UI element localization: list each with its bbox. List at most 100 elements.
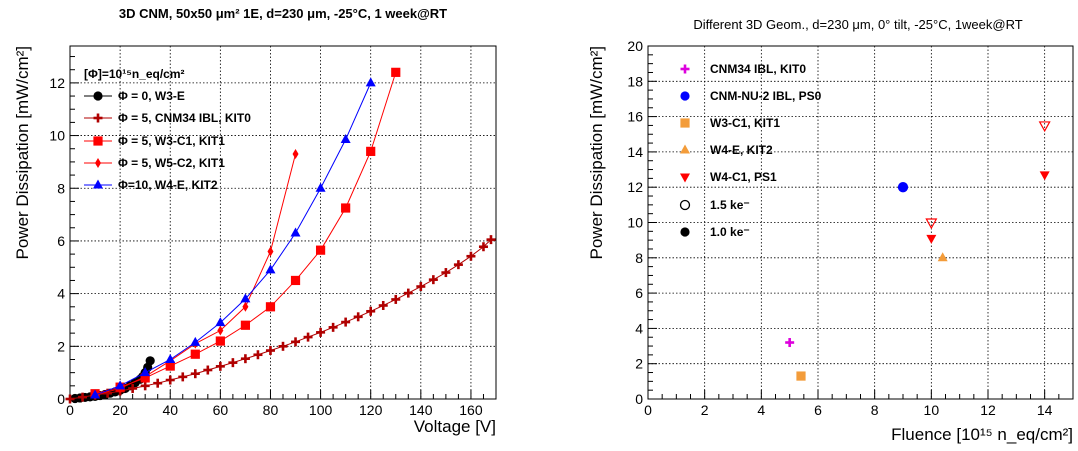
left-legend: [Φ]=10¹⁵n_eq/cm² Φ = 0, W3-E Φ = 5, CNM34 …: [84, 67, 251, 192]
data-point: [128, 383, 138, 393]
data-point: [466, 251, 476, 261]
data-point: [217, 325, 224, 336]
x-tick-label: 14: [1037, 402, 1053, 418]
x-tick-label: 10: [924, 402, 940, 418]
data-point: [190, 349, 200, 359]
data-point: [366, 146, 376, 156]
data-point: [391, 294, 401, 304]
left-chart-title: 3D CNM, 50x50 μm² 1E, d=230 μm, -25°C, 1…: [119, 6, 447, 21]
series-4: [926, 171, 1050, 244]
legend-swatch-marker: [680, 118, 690, 128]
data-point: [90, 389, 101, 399]
data-point: [340, 134, 351, 144]
data-point: [926, 234, 937, 244]
legend-swatch-marker: [680, 227, 690, 237]
y-tick-label: 10: [49, 128, 65, 144]
x-tick-label: 120: [359, 402, 383, 418]
data-point: [190, 336, 201, 346]
x-tick-label: 2: [701, 402, 709, 418]
series-line: [69, 239, 492, 400]
x-tick-label: 20: [112, 402, 128, 418]
data-point: [315, 182, 326, 192]
data-point: [366, 306, 376, 316]
data-point: [215, 361, 225, 371]
data-point: [165, 361, 175, 371]
x-tick-label: 8: [871, 402, 879, 418]
legend-label: CNM34 IBL, KIT0: [710, 62, 806, 76]
legend-swatch-marker: [680, 144, 690, 154]
data-point: [165, 375, 175, 385]
data-point: [153, 378, 163, 388]
data-point: [140, 367, 151, 377]
y-tick-label: 6: [635, 285, 643, 301]
data-point: [292, 149, 299, 160]
data-point: [353, 312, 363, 322]
data-point: [315, 245, 326, 255]
left-x-axis-label: Voltage [V]: [414, 417, 496, 436]
plot-grid: [70, 46, 496, 399]
legend-swatch-marker: [680, 64, 690, 74]
y-tick-label: 12: [49, 75, 65, 91]
data-point: [278, 341, 288, 351]
data-point: [391, 67, 401, 77]
y-tick-label: 0: [57, 391, 65, 407]
y-tick-label: 0: [635, 391, 643, 407]
data-point: [290, 227, 301, 237]
data-point: [228, 358, 238, 368]
data-point: [341, 203, 351, 213]
data-point: [242, 301, 249, 312]
data-point: [165, 353, 176, 363]
series-3: [937, 252, 948, 262]
data-point: [265, 264, 276, 274]
legend-label: Φ = 0, W3-E: [118, 89, 185, 103]
right-y-axis-label: Power Dissipation [mW/cm²]: [587, 46, 606, 259]
data-point: [428, 275, 438, 285]
legend-label: 1.5 ke⁻: [710, 198, 750, 212]
right-chart-title: Different 3D Geom., d=230 μm, 0° tilt, -…: [693, 17, 1022, 32]
data-point: [453, 260, 463, 270]
data-point: [403, 288, 413, 298]
data-point: [115, 380, 126, 390]
data-point: [378, 300, 388, 310]
data-point-open: [925, 218, 938, 230]
data-point: [78, 392, 88, 402]
data-point: [328, 322, 338, 332]
legend-swatch-marker: [680, 91, 690, 101]
legend-swatch-marker: [680, 173, 690, 183]
series-line: [94, 82, 372, 396]
legend-label: W3-C1, KIT1: [710, 116, 780, 130]
x-tick-label: 60: [213, 402, 229, 418]
y-tick-label: 6: [57, 233, 65, 249]
data-point: [190, 369, 200, 379]
data-point: [65, 394, 75, 404]
data-point: [898, 182, 908, 192]
data-point: [215, 336, 225, 346]
plot-grid: [648, 45, 1073, 399]
legend-label: Φ = 5, CNM34 IBL, KIT0: [118, 111, 251, 125]
data-point-open: [1038, 121, 1051, 133]
data-point: [240, 293, 251, 303]
x-tick-label: 160: [459, 402, 483, 418]
legend-swatch-marker: [93, 179, 103, 189]
y-tick-label: 16: [627, 109, 643, 125]
x-tick-label: 4: [757, 402, 765, 418]
x-tick-label: 12: [980, 402, 996, 418]
y-tick-label: 2: [57, 338, 65, 354]
data-point: [937, 252, 948, 262]
data-point: [203, 365, 213, 375]
right-legend: CNM34 IBL, KIT0 CNM-NU-2 IBL, PS0 W3-C1, K…: [679, 62, 822, 239]
x-tick-label: 100: [309, 402, 333, 418]
y-tick-label: 18: [627, 73, 643, 89]
x-tick-label: 140: [409, 402, 433, 418]
legend-label: Φ = 5, W3-C1, KIT1: [118, 134, 225, 148]
y-tick-label: 4: [57, 286, 65, 302]
legend-swatch-marker: [95, 158, 101, 168]
series-0: [785, 338, 795, 348]
legend-swatch-marker: [679, 199, 691, 211]
data-point: [441, 268, 451, 278]
x-tick-label: 80: [263, 402, 279, 418]
legend-label: W4-E, KIT2: [710, 143, 773, 157]
data-point: [316, 327, 326, 337]
data-point: [215, 317, 226, 327]
